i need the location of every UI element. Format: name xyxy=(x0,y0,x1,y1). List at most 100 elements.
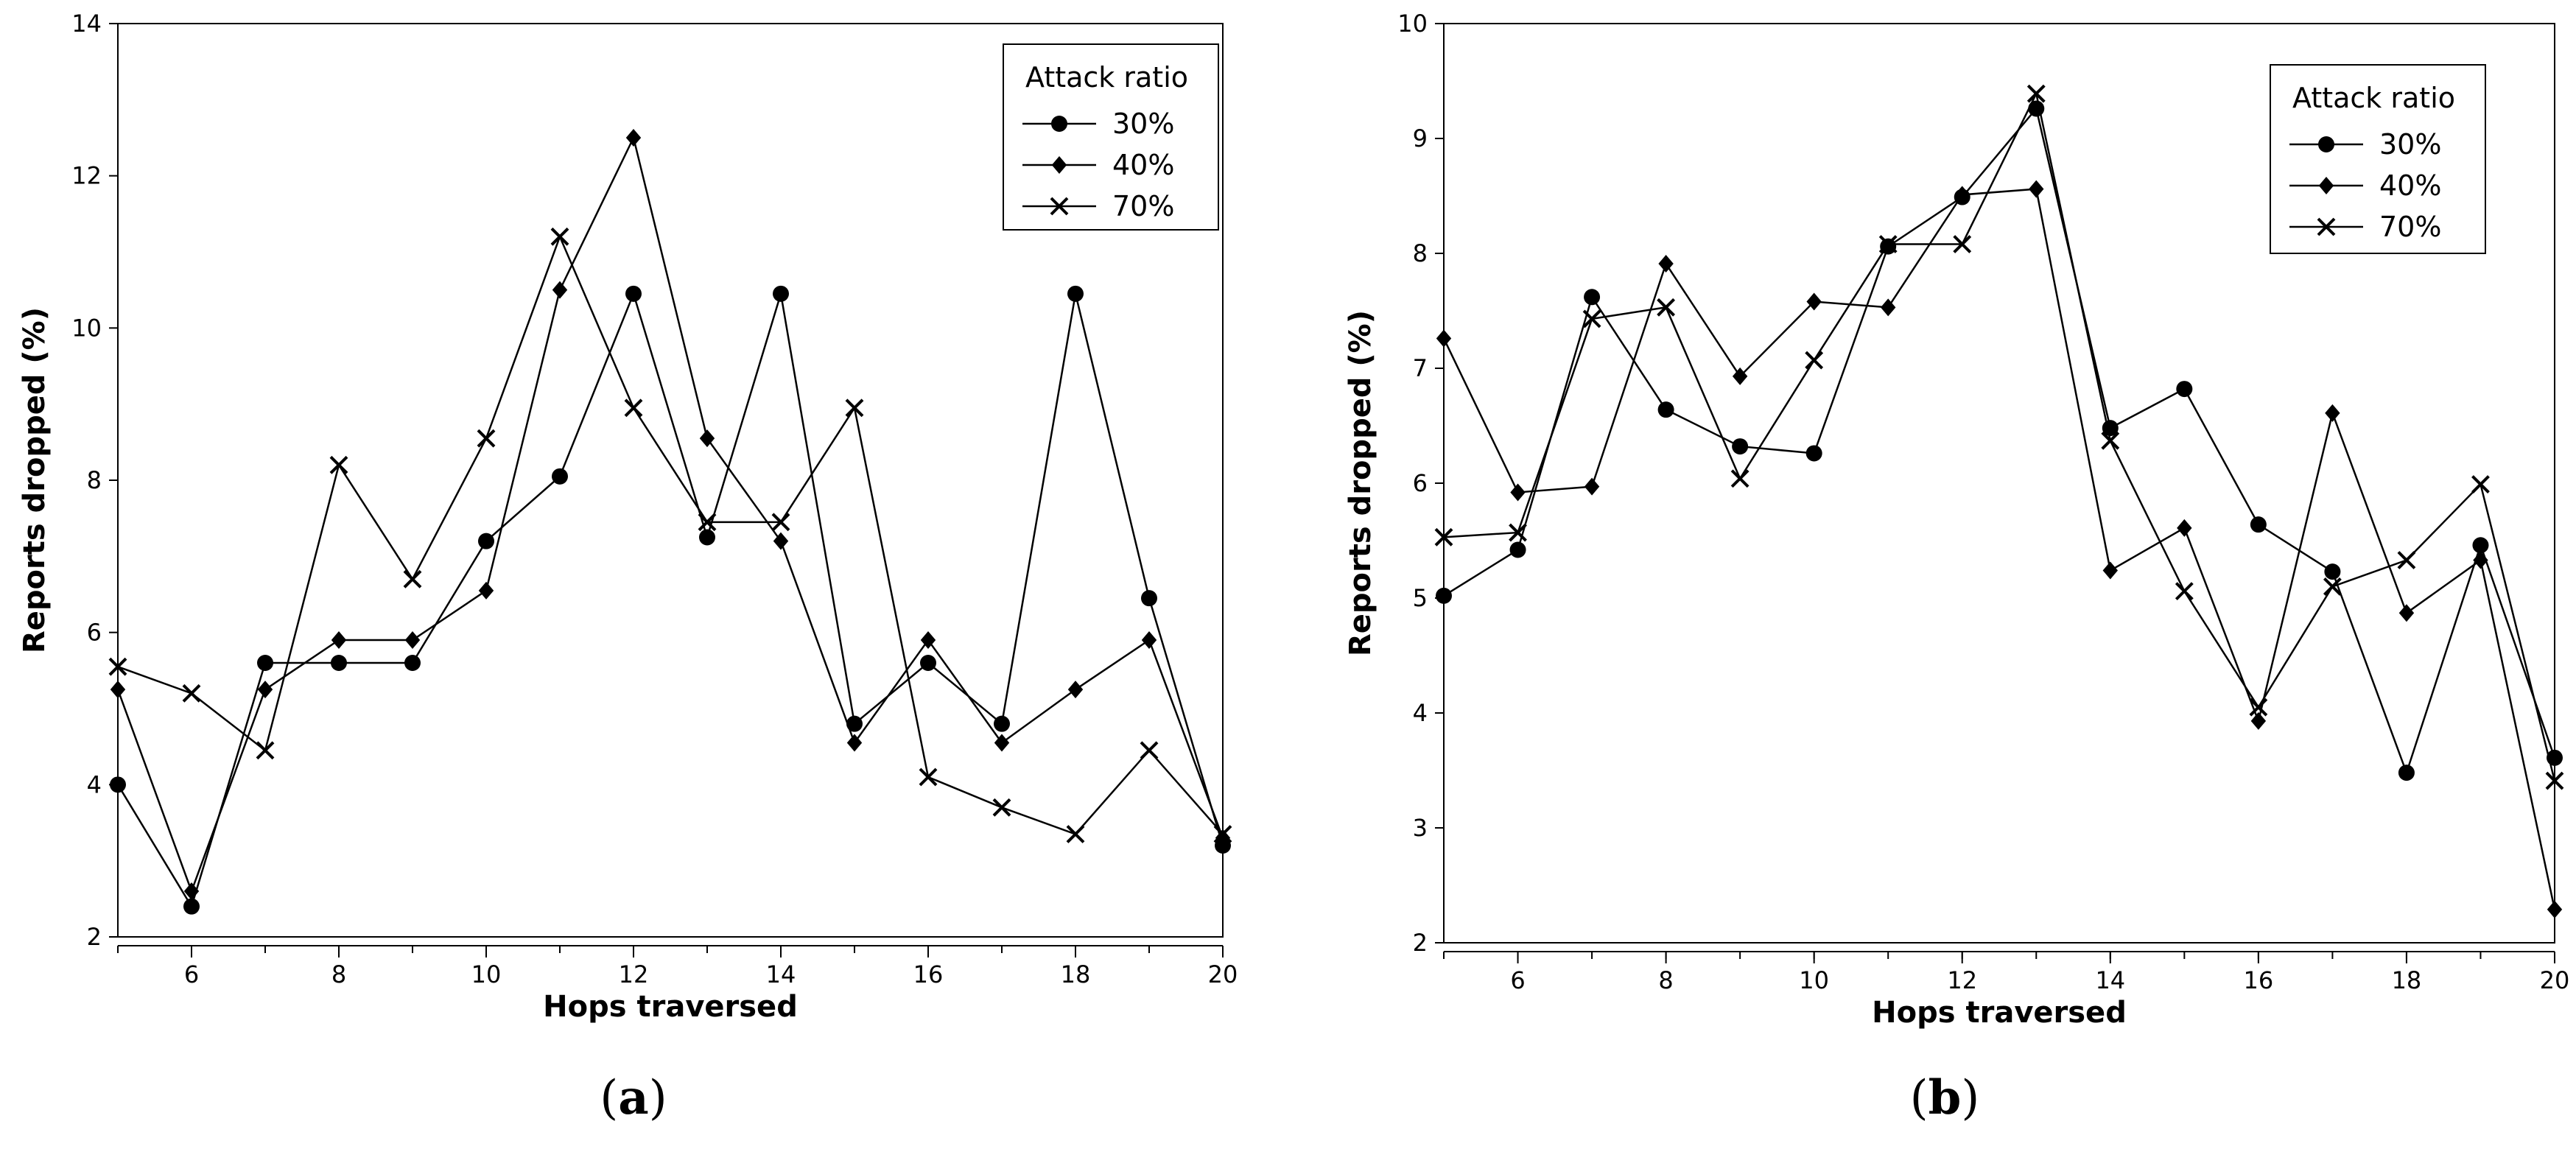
data-point xyxy=(2026,84,2046,103)
series-2 xyxy=(108,227,1232,843)
data-point xyxy=(2175,582,2194,601)
data-point xyxy=(698,513,717,532)
legend-label: 70% xyxy=(1112,190,1174,222)
data-point xyxy=(1954,186,1970,204)
data-point xyxy=(699,429,715,448)
y-tick-label: 4 xyxy=(1413,699,1428,727)
data-point xyxy=(2028,100,2045,117)
y-tick-label: 6 xyxy=(87,619,102,647)
data-point xyxy=(1806,292,1822,311)
series-line xyxy=(116,135,1224,894)
legend-marker xyxy=(1051,116,1067,132)
data-point xyxy=(2250,516,2267,533)
data-point xyxy=(110,776,126,793)
data-point xyxy=(2102,561,2118,580)
y-tick-label: 3 xyxy=(1413,814,1428,842)
panel-label-close: ) xyxy=(1961,1071,1979,1125)
data-point xyxy=(331,655,347,671)
data-point xyxy=(404,631,421,649)
data-point xyxy=(2177,519,2192,537)
data-point xyxy=(1730,469,1749,488)
y-tick-label: 9 xyxy=(1413,124,1428,152)
data-point xyxy=(1657,401,1674,418)
data-point xyxy=(478,581,494,600)
y-tick-label: 4 xyxy=(87,770,102,798)
data-point xyxy=(846,734,863,752)
y-tick-label: 6 xyxy=(1413,469,1428,497)
data-point xyxy=(403,569,422,588)
data-point xyxy=(183,882,200,900)
data-point xyxy=(2325,404,2340,422)
data-point xyxy=(110,681,126,699)
data-point xyxy=(1881,298,1896,317)
data-point xyxy=(1732,438,1749,455)
y-axis-title: Reports dropped (%) xyxy=(1344,310,1378,656)
x-tick-label: 16 xyxy=(913,960,944,988)
data-point xyxy=(1509,541,1526,558)
series-line xyxy=(1442,188,2556,910)
legend-label: 30% xyxy=(1112,108,1174,140)
data-point xyxy=(1732,367,1748,385)
x-tick-label: 8 xyxy=(331,960,346,988)
data-point xyxy=(1066,825,1085,843)
data-point xyxy=(2545,771,2564,790)
data-point xyxy=(919,767,938,787)
data-point xyxy=(2473,551,2488,569)
data-point xyxy=(1657,298,1676,317)
data-point xyxy=(1067,285,1084,302)
data-point xyxy=(1141,590,1157,607)
legend-title: Attack ratio xyxy=(1025,61,1188,94)
y-tick-label: 2 xyxy=(87,923,102,951)
data-point xyxy=(1953,235,1972,253)
legend-label: 70% xyxy=(2379,211,2441,243)
x-tick-label: 18 xyxy=(2392,966,2422,994)
data-point xyxy=(552,281,568,299)
data-point xyxy=(183,898,200,915)
panel-label-letter: b xyxy=(1929,1070,1962,1125)
data-point xyxy=(404,655,421,671)
x-tick-label: 12 xyxy=(619,960,649,988)
data-point xyxy=(699,529,715,546)
series-0 xyxy=(110,285,1231,915)
data-point xyxy=(771,513,790,532)
x-tick-label: 14 xyxy=(2095,966,2125,994)
legend: Attack ratio 30% 40% 70% xyxy=(2270,64,2486,254)
data-point xyxy=(1805,351,1824,370)
data-point xyxy=(1215,829,1231,847)
legend-marker xyxy=(2318,177,2334,194)
data-point xyxy=(1582,309,1601,328)
legend-marker xyxy=(1051,156,1067,174)
data-point xyxy=(1436,329,1452,348)
y-tick-label: 2 xyxy=(1413,929,1428,957)
legend-label: 40% xyxy=(1112,149,1174,181)
data-point xyxy=(1213,825,1232,843)
series-line xyxy=(116,291,1224,909)
data-point xyxy=(994,715,1010,732)
x-tick-label: 20 xyxy=(1208,960,1238,988)
data-point xyxy=(478,533,494,549)
panel-label: (b) xyxy=(1910,1070,1980,1125)
x-tick-label: 6 xyxy=(1510,966,1525,994)
data-point xyxy=(1434,527,1453,547)
data-point xyxy=(625,285,642,302)
data-point xyxy=(992,798,1011,817)
x-tick-label: 14 xyxy=(766,960,796,988)
data-point xyxy=(1510,483,1526,502)
series-1 xyxy=(1436,180,2563,918)
data-point xyxy=(257,681,273,699)
data-point xyxy=(1509,523,1527,542)
legend-marker xyxy=(2317,217,2336,236)
legend: Attack ratio 30% 40% 70% xyxy=(1003,43,1219,231)
chart-panel-a: 2 4 6 8 10 12 14 6 8 10 12 14 16 18 20 Hops traversed Re… xyxy=(18,10,1238,1125)
y-tick-label: 10 xyxy=(1397,10,1428,38)
x-axis-title: Hops traversed xyxy=(543,990,798,1024)
data-point xyxy=(2176,381,2193,398)
x-tick-label: 6 xyxy=(184,960,199,988)
data-point xyxy=(624,398,643,418)
legend-marker xyxy=(1050,197,1069,216)
data-point xyxy=(257,655,273,671)
series-2 xyxy=(1434,84,2564,790)
x-tick-label: 10 xyxy=(471,960,502,988)
x-tick-label: 12 xyxy=(1947,966,1977,994)
